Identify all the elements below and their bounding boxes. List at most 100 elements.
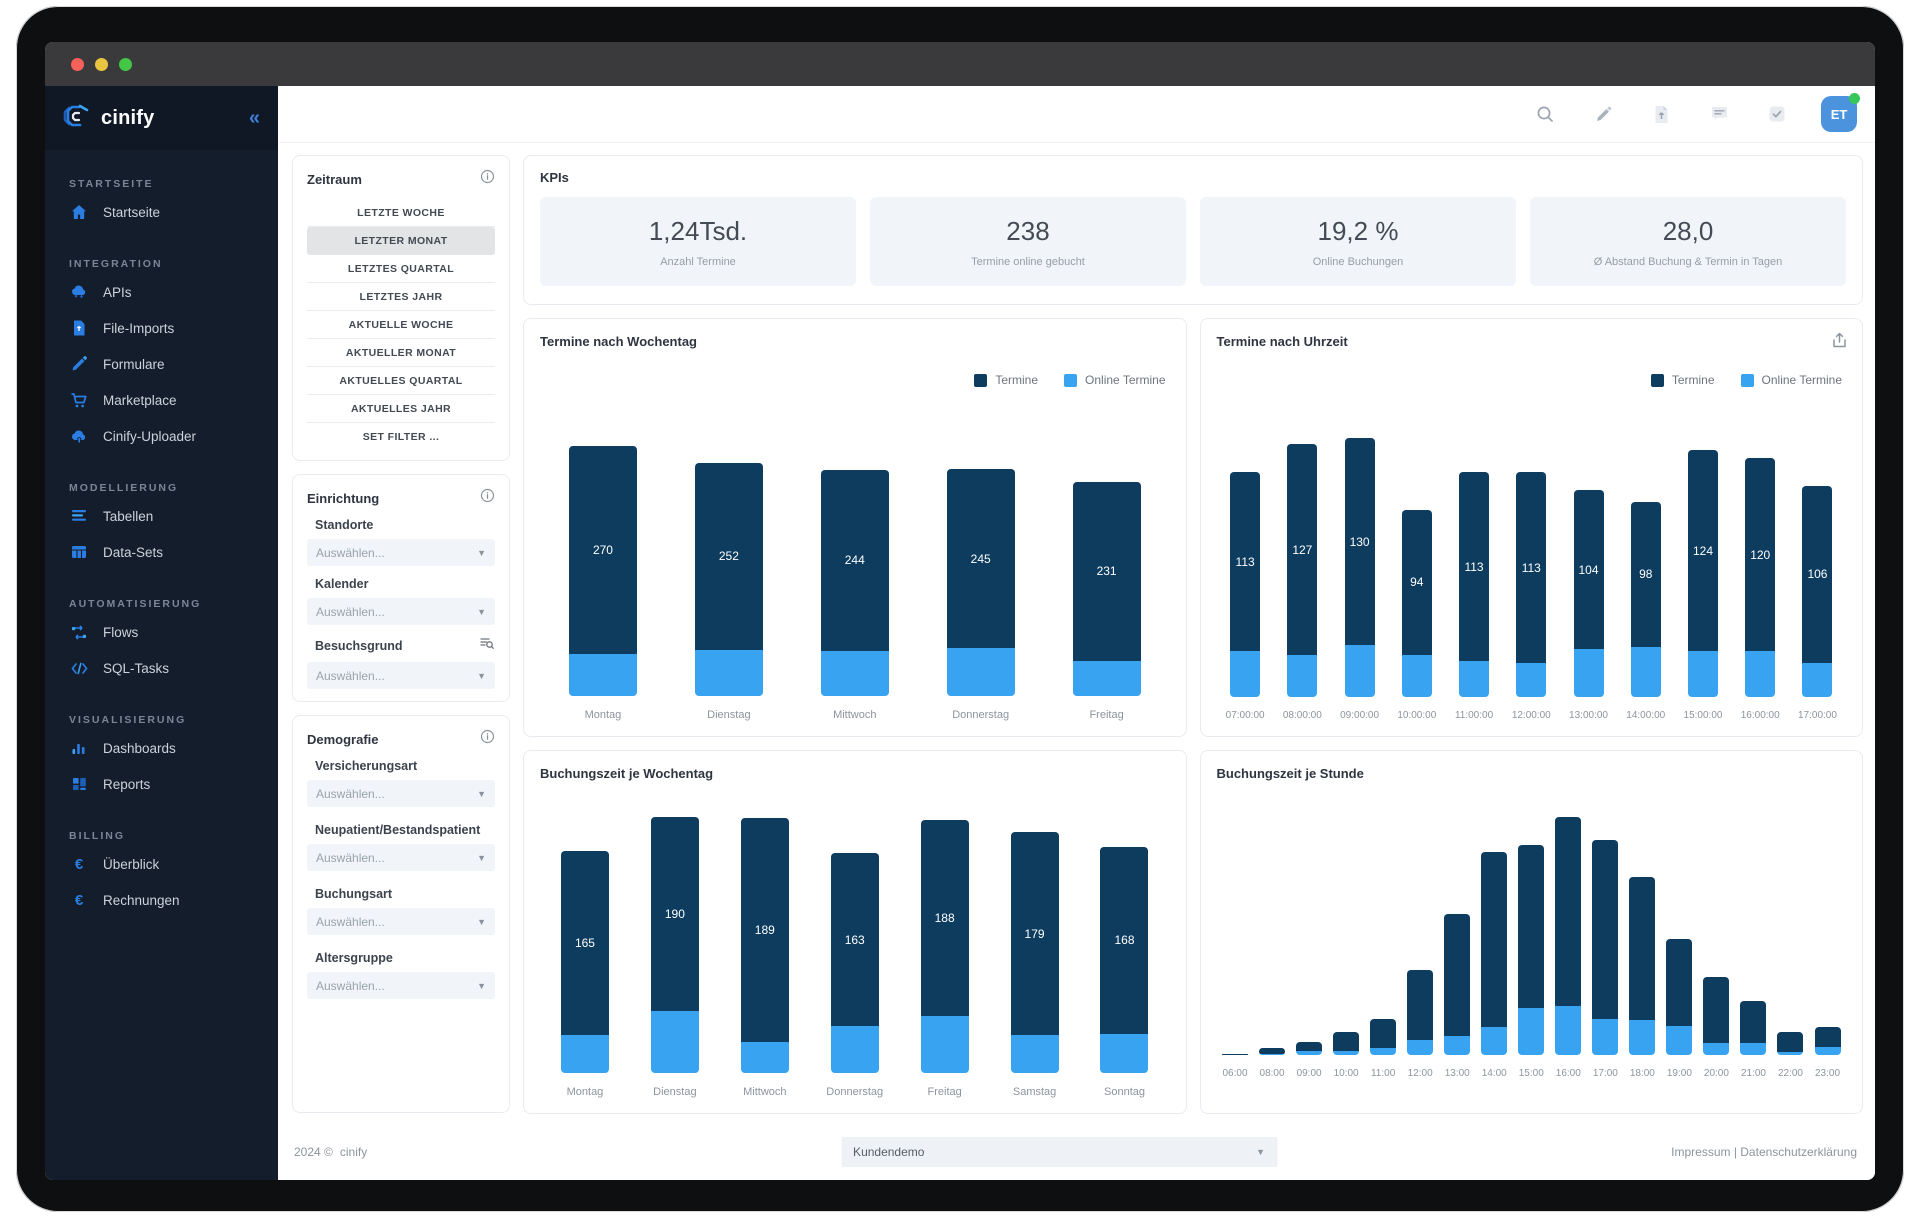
export-icon[interactable]	[1831, 331, 1848, 354]
sidebar-item-dashboards[interactable]: Dashboards	[45, 730, 278, 766]
termine-segment[interactable]: 270	[568, 446, 637, 655]
online-termine-segment[interactable]	[1296, 1051, 1323, 1055]
zeitraum-option-aktuelles-quartal[interactable]: AKTUELLES QUARTAL	[307, 367, 495, 395]
termine-segment[interactable]	[1703, 976, 1730, 1044]
online-termine-segment[interactable]	[1518, 1008, 1545, 1055]
online-termine-segment[interactable]	[1516, 663, 1547, 697]
stacked-bar-19:00[interactable]	[1666, 939, 1693, 1055]
online-termine-segment[interactable]	[1592, 1019, 1619, 1055]
online-termine-segment[interactable]	[1010, 1035, 1059, 1073]
versicherungsart-select[interactable]: Auswählen... ▼	[307, 780, 495, 807]
termine-segment[interactable]	[1740, 1000, 1767, 1044]
stacked-bar-14:00:00[interactable]: 98	[1630, 501, 1661, 697]
standorte-select[interactable]: Auswählen... ▼	[307, 539, 495, 566]
stacked-bar-10:00[interactable]	[1333, 1032, 1360, 1055]
zeitraum-option-aktueller-monat[interactable]: AKTUELLER MONAT	[307, 339, 495, 367]
sidebar-item-reports[interactable]: Reports	[45, 766, 278, 802]
online-termine-segment[interactable]	[1703, 1043, 1730, 1055]
online-termine-segment[interactable]	[1370, 1048, 1397, 1055]
termine-segment[interactable]	[1407, 969, 1434, 1041]
info-icon[interactable]	[480, 169, 495, 189]
stacked-bar-07:00:00[interactable]: 113	[1230, 471, 1261, 697]
termine-segment[interactable]: 244	[820, 470, 889, 651]
termine-segment[interactable]: 94	[1401, 509, 1432, 656]
stacked-bar-Mittwoch[interactable]: 244	[820, 470, 889, 696]
termine-segment[interactable]	[1814, 1027, 1841, 1048]
stacked-bar-16:00:00[interactable]: 120	[1745, 457, 1776, 697]
stacked-bar-13:00:00[interactable]: 104	[1573, 489, 1604, 697]
termine-segment[interactable]: 120	[1745, 457, 1776, 652]
zeitraum-option-letztes-quartal[interactable]: LETZTES QUARTAL	[307, 255, 495, 283]
stacked-bar-Montag[interactable]: 165	[560, 850, 609, 1073]
altersgruppe-select[interactable]: Auswählen... ▼	[307, 972, 495, 999]
online-termine-segment[interactable]	[1401, 655, 1432, 697]
online-termine-segment[interactable]	[1814, 1047, 1841, 1055]
stacked-bar-22:00[interactable]	[1777, 1032, 1804, 1055]
stacked-bar-06:00[interactable]	[1222, 1053, 1249, 1055]
termine-segment[interactable]: 104	[1573, 489, 1604, 650]
sidebar-item-sql-tasks[interactable]: SQL-Tasks	[45, 650, 278, 686]
sidebar-item-ueberblick[interactable]: € Überblick	[45, 846, 278, 882]
online-termine-segment[interactable]	[1481, 1027, 1508, 1055]
termine-segment[interactable]: 188	[920, 819, 969, 1017]
termine-segment[interactable]: 165	[560, 850, 609, 1036]
stacked-bar-12:00[interactable]	[1407, 969, 1434, 1055]
termine-segment[interactable]	[1481, 851, 1508, 1028]
online-termine-segment[interactable]	[1740, 1043, 1767, 1055]
comment-icon[interactable]	[1701, 96, 1737, 132]
termine-segment[interactable]: 245	[946, 469, 1015, 648]
sidebar-item-apis[interactable]: APIs	[45, 274, 278, 310]
online-termine-segment[interactable]	[820, 650, 889, 696]
termine-segment[interactable]: 127	[1287, 443, 1318, 656]
file-upload-icon[interactable]	[1643, 96, 1679, 132]
zeitraum-option-aktuelle-woche[interactable]: AKTUELLE WOCHE	[307, 311, 495, 339]
online-termine-segment[interactable]	[694, 649, 763, 696]
online-termine-segment[interactable]	[1745, 651, 1776, 697]
stacked-bar-09:00[interactable]	[1296, 1041, 1323, 1055]
stacked-bar-09:00:00[interactable]: 130	[1344, 438, 1375, 697]
minimize-window-button[interactable]	[95, 57, 108, 71]
termine-segment[interactable]: 106	[1802, 485, 1833, 664]
zeitraum-option-letztes-jahr[interactable]: LETZTES JAHR	[307, 283, 495, 311]
search-list-icon[interactable]	[479, 636, 495, 655]
termine-segment[interactable]: 113	[1516, 471, 1547, 664]
kundendemo-select[interactable]: Kundendemo ▼	[841, 1137, 1278, 1167]
sidebar-collapse-button[interactable]: «	[248, 107, 260, 129]
stacked-bar-Dienstag[interactable]: 252	[694, 462, 763, 696]
online-termine-segment[interactable]	[1777, 1052, 1804, 1055]
info-icon[interactable]	[480, 729, 495, 749]
stacked-bar-10:00:00[interactable]: 94	[1401, 509, 1432, 697]
termine-segment[interactable]	[1555, 817, 1582, 1006]
online-termine-segment[interactable]	[1666, 1025, 1693, 1055]
search-icon[interactable]	[1527, 96, 1563, 132]
online-termine-segment[interactable]	[650, 1011, 699, 1073]
stacked-bar-21:00[interactable]	[1740, 1000, 1767, 1056]
online-termine-segment[interactable]	[1573, 649, 1604, 697]
stacked-bar-Dienstag[interactable]: 190	[650, 817, 699, 1073]
termine-segment[interactable]: 252	[694, 462, 763, 650]
termine-segment[interactable]	[1592, 839, 1619, 1020]
kalender-select[interactable]: Auswählen... ▼	[307, 598, 495, 625]
online-termine-segment[interactable]	[1555, 1005, 1582, 1055]
online-termine-segment[interactable]	[1459, 661, 1490, 697]
stacked-bar-14:00[interactable]	[1481, 851, 1508, 1055]
online-termine-segment[interactable]	[830, 1025, 879, 1073]
online-termine-segment[interactable]	[920, 1016, 969, 1073]
sidebar-item-marketplace[interactable]: Marketplace	[45, 382, 278, 418]
stacked-bar-08:00:00[interactable]: 127	[1287, 443, 1318, 697]
stacked-bar-Samstag[interactable]: 179	[1010, 831, 1059, 1073]
set-filter-button[interactable]: SET FILTER ...	[307, 423, 495, 450]
stacked-bar-12:00:00[interactable]: 113	[1516, 471, 1547, 697]
termine-segment[interactable]: 179	[1010, 831, 1059, 1036]
sidebar-item-cinify-uploader[interactable]: Cinify-Uploader	[45, 418, 278, 454]
stacked-bar-08:00[interactable]	[1259, 1048, 1286, 1055]
termine-segment[interactable]: 124	[1687, 449, 1718, 652]
termine-segment[interactable]: 113	[1459, 471, 1490, 662]
sidebar-item-startseite[interactable]: Startseite	[45, 194, 278, 230]
online-termine-segment[interactable]	[1687, 651, 1718, 697]
online-termine-segment[interactable]	[1259, 1053, 1286, 1055]
termine-segment[interactable]: 130	[1344, 438, 1375, 646]
stacked-bar-16:00[interactable]	[1555, 817, 1582, 1055]
stacked-bar-15:00[interactable]	[1518, 844, 1545, 1055]
buchungsart-select[interactable]: Auswählen... ▼	[307, 908, 495, 935]
